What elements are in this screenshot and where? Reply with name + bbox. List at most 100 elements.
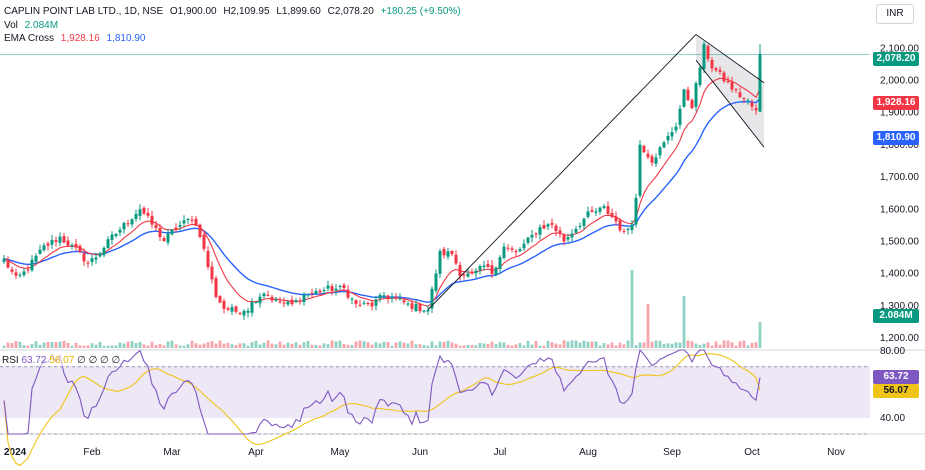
volume-bar — [422, 344, 426, 348]
candle-body — [598, 207, 602, 212]
candle-body — [630, 224, 634, 230]
volume-bar — [678, 342, 682, 348]
volume-bar — [518, 343, 522, 348]
volume-bar — [570, 340, 574, 348]
volume-bar — [186, 344, 190, 348]
volume-bar — [322, 343, 326, 348]
candle-body — [614, 216, 618, 222]
rsi-tick-label: 80.00 — [880, 346, 905, 357]
candle-body — [570, 233, 574, 238]
candle-body — [638, 144, 642, 196]
candle-body — [286, 301, 290, 305]
price-tick-label: 1,600.00 — [880, 204, 919, 215]
candle-body — [714, 68, 718, 71]
candle-body — [586, 211, 590, 217]
candle-body — [642, 145, 646, 153]
volume-bar — [626, 340, 630, 348]
volume-bar — [638, 342, 642, 348]
volume-bar — [590, 341, 594, 348]
volume-bar — [558, 344, 562, 348]
candle-body — [206, 250, 210, 267]
candle-body — [126, 223, 130, 225]
candle-body — [354, 300, 358, 304]
candle-body — [730, 81, 734, 90]
candle-body — [658, 147, 662, 156]
candle-body — [470, 272, 474, 274]
volume-bar — [450, 342, 454, 348]
volume-bar — [58, 341, 62, 348]
volume-bar — [170, 340, 174, 348]
ema-slow-tag: 1,810.90 — [873, 131, 919, 145]
volume-bar — [262, 342, 266, 348]
candle-body — [362, 302, 366, 304]
candle-body — [562, 235, 566, 242]
volume-bar — [118, 342, 122, 348]
ema-fast-value: 1,928.16 — [60, 33, 100, 44]
candle-body — [130, 219, 134, 225]
volume-bar — [690, 341, 694, 348]
candle-body — [182, 220, 186, 224]
volume-bar — [610, 342, 614, 348]
volume-bar — [98, 341, 102, 348]
volume-bar — [94, 344, 98, 348]
candle-body — [86, 262, 90, 264]
candle-body — [646, 153, 650, 158]
volume-bar — [378, 343, 382, 348]
volume-bar — [334, 341, 338, 348]
volume-bar — [710, 345, 714, 348]
volume-bar — [246, 345, 250, 348]
currency-selector[interactable]: INR — [876, 4, 914, 24]
candle-body — [234, 306, 238, 312]
candle-body — [554, 225, 558, 232]
volume-bar — [494, 344, 498, 348]
volume-bar — [658, 340, 662, 348]
candle-body — [282, 302, 286, 304]
volume-bar — [750, 342, 754, 348]
rsi-label: RSI — [2, 355, 19, 366]
volume-bar — [294, 342, 298, 348]
candle-body — [582, 218, 586, 227]
candle-body — [566, 237, 570, 240]
volume-bar — [566, 341, 570, 348]
candle-body — [254, 301, 258, 303]
candle-body — [146, 212, 150, 216]
close-price-tag: 2,078.20 — [873, 52, 919, 66]
candle-body — [110, 234, 114, 240]
candle-body — [758, 54, 762, 112]
candle-body — [2, 258, 6, 262]
candle-body — [54, 240, 58, 242]
volume-bar — [654, 340, 658, 348]
volume-bar — [742, 340, 746, 348]
volume-bar — [330, 340, 334, 348]
volume-tag: 2.084M — [873, 309, 919, 323]
volume-bar — [410, 340, 414, 348]
candle-body — [550, 222, 554, 225]
volume-bar — [578, 342, 582, 348]
candle-body — [10, 269, 14, 272]
volume-bar — [466, 344, 470, 348]
candle-body — [394, 297, 398, 299]
price-tick-label: 1,300.00 — [880, 301, 919, 312]
time-tick-label: Jul — [494, 447, 507, 458]
candle-body — [50, 240, 54, 245]
candle-body — [302, 294, 306, 303]
volume-bar — [554, 343, 558, 348]
volume-bar — [106, 345, 110, 348]
candle-body — [618, 220, 622, 231]
candle-body — [262, 293, 266, 297]
candle-body — [690, 99, 694, 109]
candle-body — [318, 290, 322, 293]
candle-body — [438, 250, 442, 274]
volume-bar — [206, 342, 210, 348]
volume-bar — [478, 342, 482, 348]
candle-body — [702, 43, 706, 70]
candle-body — [726, 80, 730, 83]
candle-body — [414, 303, 418, 312]
candle-body — [406, 303, 410, 305]
volume-bar — [470, 344, 474, 348]
candle-body — [738, 92, 742, 98]
volume-bar — [38, 344, 42, 348]
candle-body — [42, 245, 46, 251]
